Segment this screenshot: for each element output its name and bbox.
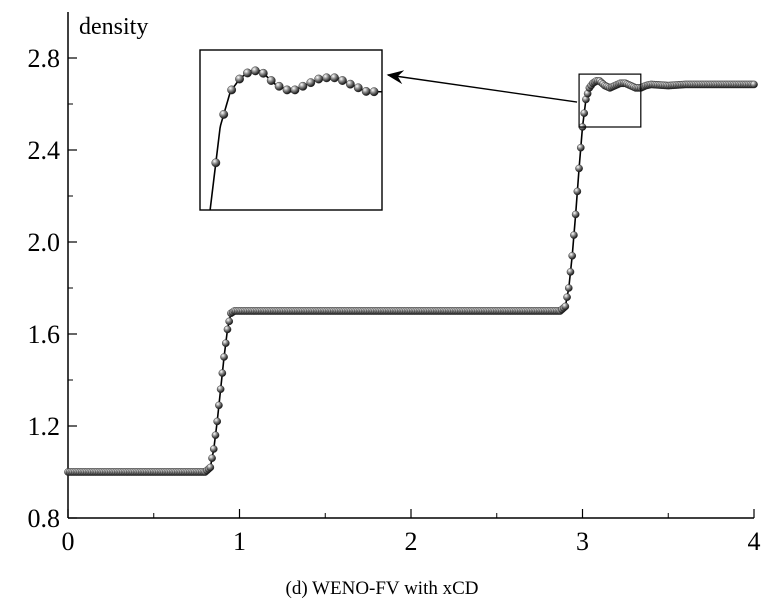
inset-data-point [330, 73, 339, 83]
x-tick-label: 0 [62, 527, 75, 556]
inset-layer [199, 49, 642, 241]
inset-data-point [290, 85, 300, 95]
data-point [208, 454, 216, 463]
y-tick-label: 0.8 [28, 504, 61, 533]
inset-data-point [298, 81, 308, 91]
y-tick-label: 1.6 [28, 320, 61, 349]
inset-data-point [345, 79, 355, 89]
y-tick-label: 1.2 [28, 412, 61, 441]
y-tick-label: 2.8 [28, 44, 61, 73]
data-point [580, 109, 589, 117]
data-point [566, 268, 575, 276]
x-tick-label: 3 [576, 527, 589, 556]
data-point [209, 445, 218, 453]
figure-caption: (d) WENO-FV with xCD [285, 578, 479, 599]
data-point [576, 143, 585, 152]
data-point [215, 401, 223, 410]
data-point [218, 369, 227, 377]
x-tick-label: 1 [233, 527, 246, 556]
data-point [211, 431, 220, 440]
y-tick-label: 2.0 [28, 228, 61, 257]
inset-plot [204, 66, 382, 241]
inset-data-point [361, 87, 371, 96]
data-point [750, 80, 758, 89]
data-point [216, 385, 225, 394]
zoom-arrow [386, 70, 578, 103]
inset-data-point [243, 68, 252, 78]
data-point [213, 417, 222, 426]
y-axis-label: density [79, 14, 148, 40]
data-point [571, 210, 580, 219]
zoom-box [578, 73, 642, 128]
data-point [573, 187, 582, 196]
inset-data-point [338, 76, 347, 85]
data-point [223, 325, 232, 334]
data-point [564, 284, 573, 292]
inset-data-point [204, 233, 212, 241]
data-point [575, 164, 583, 173]
data-point [561, 302, 570, 311]
inset-box [199, 49, 383, 211]
inset-data-point [258, 68, 268, 78]
inset-data-point [274, 81, 284, 91]
data-point [206, 463, 215, 472]
series-layer [64, 77, 758, 476]
inset-data-point [353, 83, 363, 93]
inset-data-point [266, 76, 276, 85]
inset-data-point [322, 73, 332, 83]
inset-data-point [306, 78, 316, 88]
x-tick-label: 4 [748, 527, 761, 556]
inset-data-point [369, 87, 379, 97]
inset-data-point [219, 110, 229, 119]
data-point [563, 293, 571, 302]
data-point [568, 251, 577, 260]
data-point [570, 231, 578, 239]
inset-data-point [314, 74, 324, 84]
inset-data-point [227, 85, 237, 95]
axes: 0 1 2 3 4 0.8 1.2 1.6 2.0 2.4 2.8 [28, 12, 761, 556]
inset-data-point [235, 74, 244, 84]
inset-data-point [211, 158, 221, 168]
data-point [220, 353, 228, 361]
series-line [68, 80, 754, 473]
data-point [225, 317, 234, 326]
data-point [221, 339, 230, 348]
inset-data-point [282, 85, 292, 95]
inset-data-point [250, 66, 260, 76]
y-tick-label: 2.4 [28, 136, 61, 165]
x-tick-label: 2 [405, 527, 418, 556]
